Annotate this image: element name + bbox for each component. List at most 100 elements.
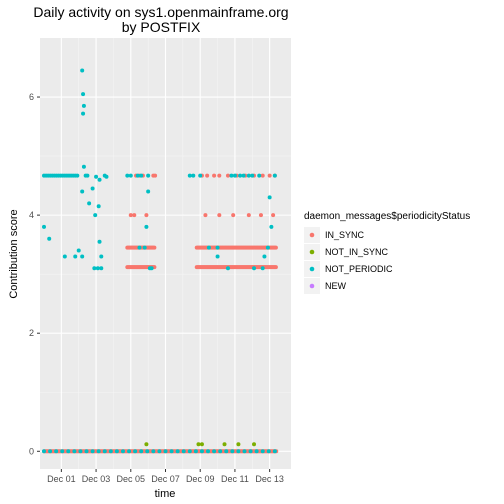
point-not-periodic <box>42 224 46 229</box>
point-not-periodic <box>81 92 86 97</box>
point-not-periodic <box>80 189 85 194</box>
point-in-sync <box>258 213 263 218</box>
point-not-periodic <box>80 68 85 73</box>
point-not-periodic <box>120 449 125 454</box>
point-not-periodic <box>139 449 144 454</box>
point-not-periodic <box>144 224 149 229</box>
point-not-periodic <box>198 173 203 178</box>
point-not-periodic <box>229 173 234 178</box>
y-tick-label: 0 <box>29 446 34 456</box>
point-not-periodic <box>272 173 277 178</box>
point-not-in-sync <box>144 442 149 447</box>
point-not-periodic <box>108 449 113 454</box>
point-not-periodic <box>262 254 267 259</box>
point-not-periodic <box>206 449 211 454</box>
point-not-periodic <box>260 266 265 271</box>
point-not-periodic <box>157 449 162 454</box>
point-not-periodic <box>145 449 150 454</box>
point-not-periodic <box>246 173 251 178</box>
point-not-periodic <box>54 449 59 454</box>
point-not-periodic <box>267 195 272 200</box>
point-not-periodic <box>81 164 86 169</box>
point-not-periodic <box>125 173 130 178</box>
point-not-periodic <box>238 173 243 178</box>
point-not-periodic <box>224 449 229 454</box>
point-not-periodic <box>96 204 101 209</box>
point-not-periodic <box>230 449 235 454</box>
point-not-periodic <box>66 449 71 454</box>
point-not-periodic <box>96 449 101 454</box>
point-not-periodic <box>254 449 259 454</box>
legend-swatch-not-periodic <box>309 266 315 272</box>
point-not-periodic <box>242 449 247 454</box>
point-not-periodic <box>99 266 104 271</box>
y-tick-label: 4 <box>29 210 34 220</box>
point-not-periodic <box>102 449 107 454</box>
point-not-periodic <box>133 449 138 454</box>
point-not-periodic <box>265 245 270 250</box>
point-not-periodic <box>269 224 274 229</box>
point-in-sync <box>260 173 265 178</box>
legend-swatch-in-sync <box>309 232 315 238</box>
point-not-periodic <box>252 266 257 271</box>
point-not-periodic <box>81 111 86 116</box>
chart-subtitle: by POSTFIX <box>122 19 201 35</box>
point-not-periodic <box>85 173 90 178</box>
point-in-sync <box>267 173 272 178</box>
point-not-periodic <box>76 248 81 253</box>
point-not-periodic <box>99 254 104 259</box>
point-not-periodic <box>175 449 180 454</box>
legend-swatch-not-in-sync <box>309 249 315 255</box>
point-not-periodic <box>191 173 196 178</box>
point-not-periodic <box>241 173 246 178</box>
point-in-sync <box>203 213 208 218</box>
point-not-periodic <box>80 254 85 259</box>
point-not-periodic <box>47 236 52 241</box>
point-not-periodic <box>187 449 192 454</box>
point-not-periodic <box>250 173 255 178</box>
point-not-periodic <box>248 449 253 454</box>
point-not-periodic <box>236 449 241 454</box>
legend: daemon_messages$periodicityStatus IN_SYN… <box>304 211 470 294</box>
x-tick-label: Dec 01 <box>47 474 76 484</box>
point-not-periodic <box>97 239 102 244</box>
point-not-periodic <box>149 266 154 271</box>
legend-label-in-sync: IN_SYNC <box>325 230 365 240</box>
point-not-in-sync <box>236 442 241 447</box>
y-axis-title: Contribution score <box>8 209 20 298</box>
point-not-periodic <box>225 266 230 271</box>
point-in-sync <box>132 213 137 218</box>
point-in-sync <box>231 213 236 218</box>
point-not-periodic <box>78 449 83 454</box>
point-not-in-sync <box>196 442 201 447</box>
legend-label-not-in-sync: NOT_IN_SYNC <box>325 247 389 257</box>
x-tick-label: Dec 05 <box>117 474 146 484</box>
point-in-sync <box>246 213 251 218</box>
point-not-periodic <box>127 449 132 454</box>
point-not-periodic <box>257 173 262 178</box>
point-not-in-sync <box>199 442 204 447</box>
point-not-periodic <box>146 189 151 194</box>
x-axis-title: time <box>155 488 176 500</box>
point-not-periodic <box>260 449 265 454</box>
point-not-periodic <box>94 174 99 179</box>
point-not-periodic <box>142 245 147 250</box>
point-not-periodic <box>193 449 198 454</box>
point-in-sync <box>273 245 278 250</box>
point-not-periodic <box>42 449 46 454</box>
point-not-periodic <box>272 449 277 454</box>
point-not-periodic <box>87 201 92 206</box>
point-in-sync <box>217 173 222 178</box>
point-in-sync <box>144 213 149 218</box>
point-in-sync <box>212 173 217 178</box>
point-not-periodic <box>146 173 151 178</box>
point-not-periodic <box>90 449 95 454</box>
point-in-sync <box>217 213 222 218</box>
point-not-periodic <box>62 254 67 259</box>
point-not-periodic <box>169 449 174 454</box>
point-in-sync <box>273 265 278 270</box>
point-not-periodic <box>139 173 144 178</box>
point-not-periodic <box>97 177 102 182</box>
point-not-periodic <box>73 254 78 259</box>
